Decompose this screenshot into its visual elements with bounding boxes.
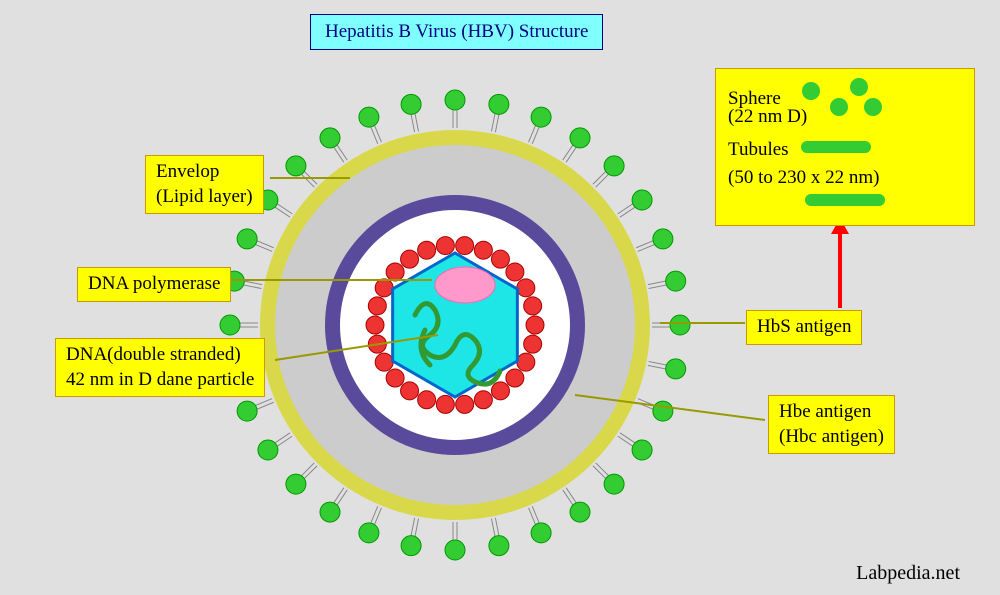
- label-dna-polymerase: DNA polymerase: [77, 267, 231, 302]
- tubule-icon-1: [801, 139, 881, 155]
- tubule-icon-2: [795, 192, 895, 208]
- sphere-size: (22 nm D): [728, 106, 807, 127]
- tubule-size: (50 to 230 x 22 nm): [728, 167, 879, 188]
- diagram-title: Hepatitis B Virus (HBV) Structure: [310, 14, 603, 50]
- label-hbs-antigen: HbS antigen: [746, 310, 862, 345]
- sphere-icons: [799, 77, 889, 121]
- label-hbe-antigen: Hbe antigen(Hbc antigen): [768, 395, 895, 454]
- credit-text: Labpedia.net: [856, 562, 960, 585]
- label-envelop: Envelop(Lipid layer): [145, 155, 264, 214]
- sphere-tubule-legend: Sphere (22 nm D) Tubules (50 to 230 x 22…: [715, 68, 975, 226]
- tubule-label: Tubules: [728, 136, 789, 165]
- label-dna-ds: DNA(double stranded)42 nm in D dane part…: [55, 338, 265, 397]
